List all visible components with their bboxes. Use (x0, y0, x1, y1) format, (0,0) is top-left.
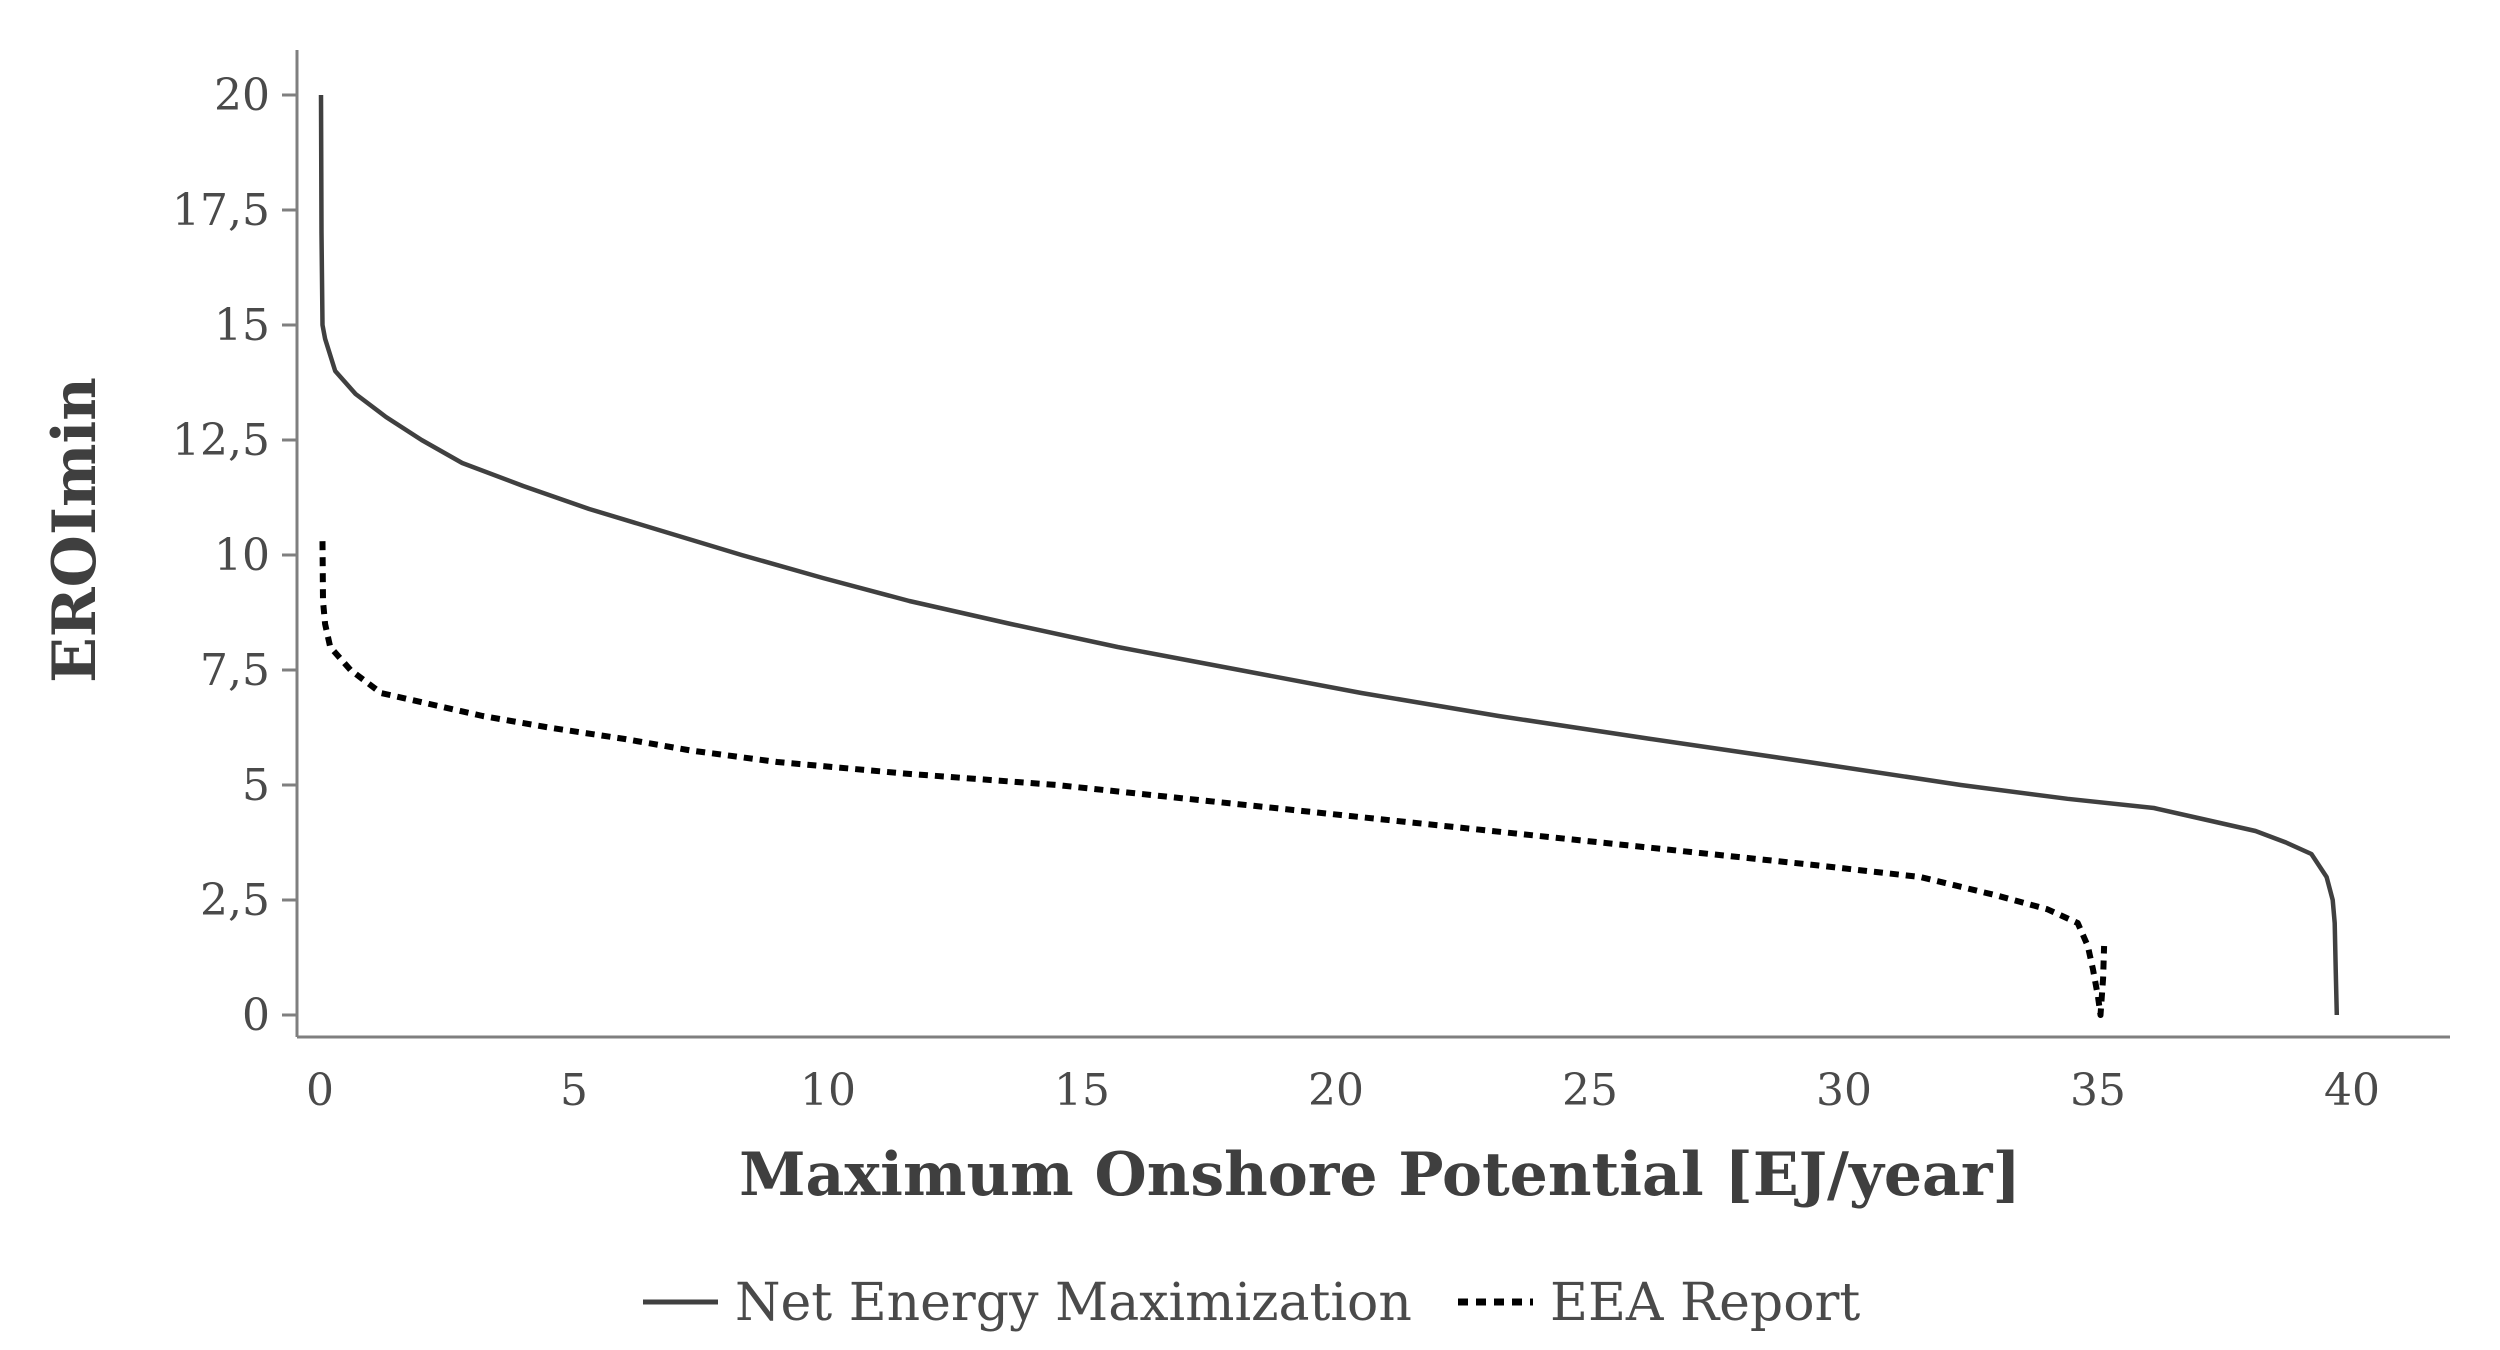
x-axis-ticks: 0 5 10 15 20 25 30 35 40 (306, 1065, 2380, 1116)
y-tick-label: 2,5 (200, 875, 270, 926)
x-axis-title: Maximum Onshore Potential [EJ/year] (739, 1140, 2021, 1210)
y-axis-title: EROImin (40, 377, 110, 683)
y-tick-label: 12,5 (172, 415, 270, 466)
plot-series (318, 94, 2340, 1018)
legend: Net Energy Maximization EEA Report (643, 1273, 1860, 1333)
y-tick-label: 20 (214, 70, 270, 121)
y-tick-label: 7,5 (200, 645, 270, 696)
y-axis-ticks: 0 2,5 5 7,5 10 12,5 15 17,5 20 (172, 70, 297, 1041)
series-line-eea-report (319, 541, 2108, 1018)
x-tick-label: 40 (2324, 1065, 2380, 1116)
y-tick-label: 0 (242, 990, 270, 1041)
series-line-net-energy-maximization (318, 94, 2340, 1016)
x-tick-label: 0 (306, 1065, 334, 1116)
y-tick-label: 5 (242, 760, 270, 811)
legend-label-eea-report: EEA Report (1550, 1273, 1860, 1333)
y-tick-label: 17,5 (172, 185, 270, 236)
x-tick-label: 30 (1816, 1065, 1872, 1116)
x-tick-label: 5 (560, 1065, 588, 1116)
x-tick-label: 35 (2070, 1065, 2126, 1116)
x-tick-label: 25 (1562, 1065, 1618, 1116)
legend-label-net-energy-maximization: Net Energy Maximization (735, 1273, 1412, 1333)
x-tick-label: 15 (1054, 1065, 1110, 1116)
x-tick-label: 20 (1308, 1065, 1364, 1116)
x-tick-label: 10 (800, 1065, 856, 1116)
y-tick-label: 15 (214, 300, 270, 351)
chart-axes (295, 50, 2450, 1039)
y-tick-label: 10 (214, 530, 270, 581)
